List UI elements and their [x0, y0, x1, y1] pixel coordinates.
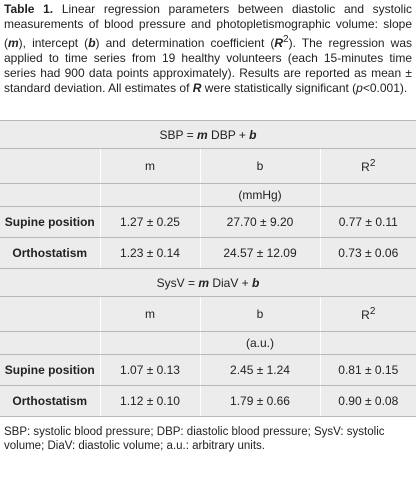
column-header: b [199, 148, 320, 184]
caption-superscript: 2 [283, 34, 289, 45]
equation-symbol: b [249, 127, 257, 142]
table-body: SBP = m DBP + b m b R2 (mmHg) Supine position… [0, 120, 416, 417]
caption: Table 1. Linear regression parameters be… [4, 2, 412, 96]
equation-symbol: m [198, 275, 209, 290]
value-cell: 1.12 ± 0.10 [99, 385, 200, 417]
empty-cell [99, 183, 200, 207]
row-label: Orthostatism [0, 237, 100, 269]
header-text: m [145, 159, 155, 173]
row-label: Orthostatism [0, 385, 100, 417]
empty-cell [0, 183, 100, 207]
empty-cell [0, 148, 100, 184]
unit-row: (a.u.) [0, 331, 416, 355]
value-cell: 0.90 ± 0.08 [319, 385, 416, 417]
header-text: R [361, 160, 370, 174]
caption-symbol: m [8, 36, 19, 50]
footnote: SBP: systolic blood pressure; DBP: diast… [4, 426, 385, 452]
value-cell: 1.27 ± 0.25 [99, 206, 200, 238]
caption-symbol: R [192, 81, 202, 95]
results-table: SBP = m DBP + b m b R2 (mmHg) Supine position… [0, 120, 416, 417]
header-row: m b R2 [0, 296, 416, 332]
header-superscript: 2 [369, 306, 376, 317]
column-header: m [99, 296, 200, 332]
caption-symbol: p [356, 81, 363, 95]
data-row: Supine position 1.27 ± 0.25 27.70 ± 9.20 0.… [0, 206, 416, 238]
value-cell: 0.81 ± 0.15 [319, 354, 416, 386]
value-cell: 1.07 ± 0.13 [99, 354, 200, 386]
caption-label: Table 1. [4, 2, 54, 16]
equation-row: SBP = m DBP + b [0, 120, 416, 149]
caption-text: ) and determination coefficient ( [95, 36, 275, 50]
empty-cell [0, 331, 100, 355]
equation-symbol: b [252, 275, 260, 290]
header-text: R [361, 308, 370, 322]
row-label: Supine position [0, 206, 100, 238]
equation-text: SysV = [156, 275, 199, 290]
value-cell: 0.77 ± 0.11 [319, 206, 416, 238]
equation-cell: SBP = m DBP + b [0, 120, 416, 149]
row-label: Supine position [0, 354, 100, 386]
header-text: b [256, 307, 264, 321]
data-row: Supine position 1.07 ± 0.13 2.45 ± 1.24 0.8… [0, 354, 416, 386]
equation-symbol: m [197, 127, 208, 142]
equation-row: SysV = m DiaV + b [0, 268, 416, 297]
caption-text: <0.001). [362, 81, 408, 95]
data-row: Orthostatism 1.12 ± 0.10 1.79 ± 0.66 0.90 ±… [0, 385, 416, 417]
equation-cell: SysV = m DiaV + b [0, 268, 416, 297]
unit-cell: (a.u.) [199, 331, 320, 355]
column-header: m [99, 148, 200, 184]
caption-text: Linear regression parameters between dia… [4, 2, 413, 50]
empty-cell [319, 331, 416, 355]
value-cell: 0.73 ± 0.06 [319, 237, 416, 269]
equation-text: DBP + [207, 127, 250, 142]
equation-text: DiaV + [209, 275, 253, 290]
empty-cell [99, 331, 200, 355]
header-superscript: 2 [369, 158, 376, 169]
value-cell: 1.79 ± 0.66 [199, 385, 320, 417]
value-cell: 27.70 ± 9.20 [199, 206, 320, 238]
data-row: Orthostatism 1.23 ± 0.14 24.57 ± 12.09 0.73… [0, 237, 416, 269]
value-cell: 2.45 ± 1.24 [199, 354, 320, 386]
caption-text: were statistically significant ( [201, 81, 357, 95]
value-cell: 24.57 ± 12.09 [199, 237, 320, 269]
unit-row: (mmHg) [0, 183, 416, 207]
column-header: R2 [319, 148, 416, 184]
caption-text: ), intercept ( [18, 36, 89, 50]
header-text: m [145, 307, 155, 321]
header-text: b [256, 159, 264, 173]
empty-cell [319, 183, 416, 207]
empty-cell [0, 296, 100, 332]
caption-symbol: R [274, 36, 284, 50]
column-header: b [199, 296, 320, 332]
caption-symbol: b [88, 36, 96, 50]
unit-cell: (mmHg) [199, 183, 320, 207]
column-header: R2 [319, 296, 416, 332]
header-row: m b R2 [0, 148, 416, 184]
value-cell: 1.23 ± 0.14 [99, 237, 200, 269]
equation-text: SBP = [159, 127, 198, 142]
caption-text: ). The regression was applied to time se… [4, 36, 412, 95]
